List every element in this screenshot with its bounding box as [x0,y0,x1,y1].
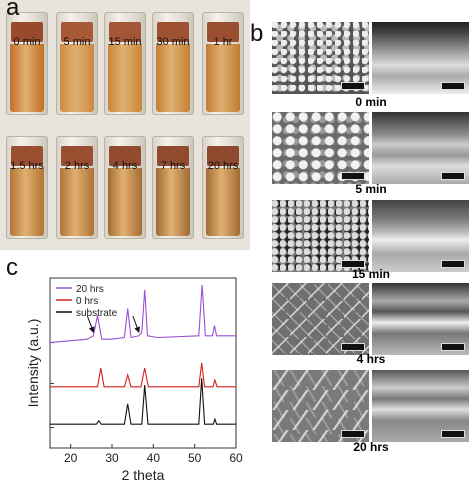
cuvette-8: 4 hrs [104,136,146,239]
cuvette-10: 20 hrs [202,136,244,239]
scale-bar [341,260,365,268]
legend-entry: substrate [76,308,118,319]
xrd-chart: 20 30 40 50 60 2 theta Intensity (a.u.) 20 hrs0… [25,277,243,483]
sem-micrograph-panel: 0 min 5 min 15 min 4 hrs 20 hrs [268,0,474,481]
sem-time-label: 0 min [355,95,387,109]
cuvette-time-label: 0 min [13,36,41,48]
cuvette-3: 15 min [104,12,146,115]
cuvette-cap [61,22,93,42]
sem-image-cross-view [372,112,469,184]
series-line-substrate [50,378,236,425]
cuvette-1: 0 min [6,12,48,115]
cuvette-cap [61,146,93,166]
sem-image-plan-view [272,283,369,355]
sem-image-plan-view [272,200,369,272]
scale-bar [441,260,465,268]
plot-frame [49,277,237,449]
scale-bar [441,172,465,180]
cuvette-time-label: 2 hrs [64,160,90,172]
cuvette-time-label: 1.5 hrs [10,160,44,172]
cuvette-cap [11,22,43,42]
x-axis-label: 2 theta [122,467,165,481]
cuvette-7: 2 hrs [56,136,98,239]
cuvette-time-label: 15 min [108,36,142,48]
sem-image-plan-view [272,112,369,184]
cuvette-liquid [10,168,44,236]
cuvette-4: 30 min [152,12,194,115]
cuvette-liquid [108,168,142,236]
sem-image-cross-view [372,22,469,94]
sem-time-label: 5 min [355,182,387,196]
scale-bar [441,82,465,90]
x-tick-label: 60 [229,451,243,465]
scale-bar [441,430,465,438]
sem-time-label: 20 hrs [353,440,389,454]
cuvette-time-label: 4 hrs [112,160,138,172]
sem-time-label: 15 min [351,267,390,281]
cuvette-cap [109,146,141,166]
scale-bar [341,82,365,90]
cuvette-liquid [206,44,240,112]
cuvette-cap [109,22,141,42]
x-tick-label: 40 [147,451,161,465]
cuvette-time-label: 5 min [63,36,91,48]
cuvette-5: 1 hr [202,12,244,115]
x-tick-label: 20 [64,451,78,465]
cuvette-cap [11,146,43,166]
panel-label-b: b [250,20,264,47]
cuvette-liquid [156,168,190,236]
cuvette-liquid [60,44,94,112]
cuvette-time-label: 7 hrs [160,160,186,172]
sem-image-cross-view [372,370,469,442]
x-tick-label: 50 [188,451,202,465]
cuvette-cap [207,22,239,42]
panel-label-c: c [6,254,18,281]
cuvette-cap [157,146,189,166]
sem-image-plan-view [272,370,369,442]
cuvette-9: 7 hrs [152,136,194,239]
cuvette-cap [207,146,239,166]
cuvette-6: 1.5 hrs [6,136,48,239]
scale-bar [441,343,465,351]
series-line-20-hrs [49,284,236,344]
cuvette-liquid [206,168,240,236]
cuvette-time-label: 30 min [156,36,190,48]
xrd-chart-panel: 20 30 40 50 60 2 theta Intensity (a.u.) 20 hrs 0… [0,258,268,483]
y-axis-label: Intensity (a.u.) [25,319,41,408]
legend-entry: 20 hrs [76,284,104,295]
legend-entry: 0 hrs [76,296,98,307]
scale-bar [341,343,365,351]
cuvette-cap [157,22,189,42]
annotation-arrow [86,315,95,334]
scale-bar [341,172,365,180]
x-tick-label: 30 [105,451,119,465]
cuvette-liquid [156,44,190,112]
sem-image-cross-view [372,200,469,272]
sem-image-plan-view [272,22,369,94]
sem-time-label: 4 hrs [356,352,386,366]
panel-label-a: a [6,0,20,21]
cuvette-liquid [60,168,94,236]
sem-image-cross-view [372,283,469,355]
cuvette-time-label: 20 hrs [207,160,239,172]
scale-bar [341,430,365,438]
cuvette-liquid [10,44,44,112]
cuvette-2: 5 min [56,12,98,115]
cuvette-photo-panel: 0 min 5 min 15 min 30 min 1 hr 1.5 hrs 2 hrs 4 … [0,0,250,250]
series-line-0-hrs [50,362,236,388]
annotation-arrow [132,315,140,334]
cuvette-time-label: 1 hr [213,36,233,48]
cuvette-liquid [108,44,142,112]
